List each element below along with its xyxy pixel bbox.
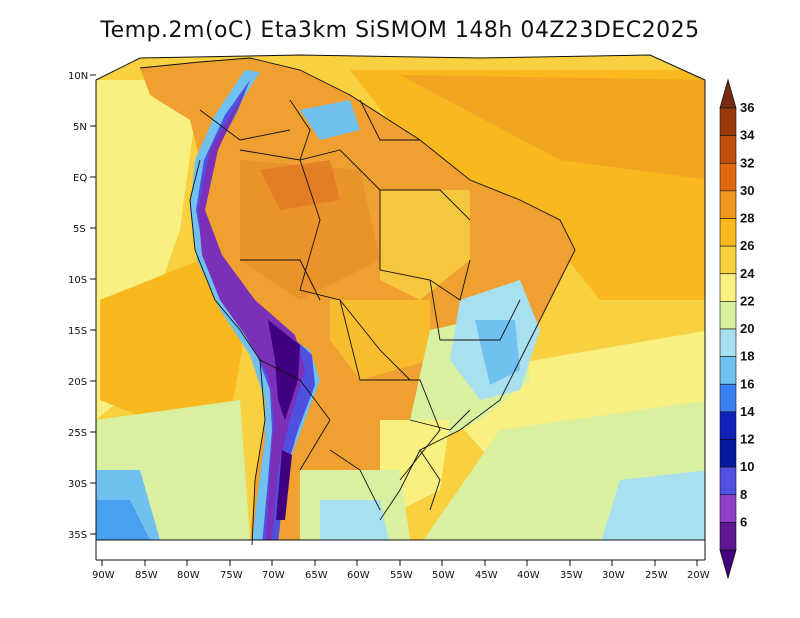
colorbar-min-triangle bbox=[719, 549, 737, 580]
lon-label: 65W bbox=[305, 570, 328, 581]
lon-label: 35W bbox=[560, 570, 583, 581]
lon-label: 40W bbox=[517, 570, 540, 581]
colorbar-swatch bbox=[719, 466, 737, 496]
colorbar-label: 6 bbox=[740, 514, 747, 529]
colorbar-swatch bbox=[719, 301, 737, 330]
map-frame bbox=[95, 54, 706, 541]
colorbar-swatch bbox=[719, 162, 737, 192]
colorbar-swatch bbox=[719, 190, 737, 219]
latitude-axis: 10N 5N EQ 5S 10S 15S 20S 25S 30S 35S bbox=[68, 71, 96, 541]
colorbar-swatch bbox=[719, 383, 737, 413]
colorbar: 36 34 32 30 28 26 24 22 20 18 16 14 12 10 8 6 bbox=[719, 78, 755, 580]
colorbar-swatch bbox=[719, 245, 737, 275]
colorbar-label: 12 bbox=[740, 432, 754, 447]
colorbar-label: 20 bbox=[740, 321, 754, 336]
temperature-field bbox=[96, 55, 705, 540]
colorbar-swatch bbox=[719, 522, 737, 551]
colorbar-label: 14 bbox=[740, 404, 755, 419]
colorbar-label: 30 bbox=[740, 183, 754, 198]
lat-label: 10N bbox=[68, 71, 88, 82]
lat-label: 20S bbox=[68, 377, 87, 388]
colorbar-label: 8 bbox=[740, 487, 747, 502]
lat-label: 30S bbox=[68, 479, 87, 490]
colorbar-label: 28 bbox=[740, 211, 754, 226]
lat-label: 10S bbox=[68, 275, 87, 286]
lon-label: 90W bbox=[92, 570, 115, 581]
lat-label: 25S bbox=[68, 428, 87, 439]
colorbar-swatch bbox=[719, 273, 737, 302]
colorbar-swatch bbox=[719, 218, 737, 247]
colorbar-label: 10 bbox=[740, 459, 754, 474]
lon-label: 30W bbox=[602, 570, 625, 581]
lon-label: 60W bbox=[347, 570, 370, 581]
lon-label: 55W bbox=[390, 570, 413, 581]
colorbar-label: 18 bbox=[740, 349, 754, 364]
colorbar-swatch bbox=[719, 107, 737, 136]
colorbar-swatch bbox=[719, 439, 737, 468]
lon-label: 45W bbox=[475, 570, 498, 581]
colorbar-swatch bbox=[719, 411, 737, 440]
colorbar-max-triangle bbox=[719, 78, 737, 109]
colorbar-swatch bbox=[719, 135, 737, 164]
lon-label: 70W bbox=[262, 570, 285, 581]
colorbar-label: 22 bbox=[740, 293, 754, 308]
country-borders bbox=[139, 57, 576, 546]
colorbar-label: 34 bbox=[740, 128, 755, 143]
map-title: Temp.2m(oC) Eta3km SiSMOM 148h 04Z23DEC2… bbox=[100, 18, 700, 43]
lat-label: 35S bbox=[68, 530, 87, 541]
colorbar-swatch bbox=[719, 356, 737, 385]
lon-label: 20W bbox=[687, 570, 710, 581]
lat-label: 15S bbox=[68, 326, 87, 337]
longitude-axis: 90W 85W 80W 75W 70W 65W 60W 55W 50W 45W … bbox=[92, 560, 710, 581]
lat-label: 5S bbox=[73, 224, 86, 235]
lon-label: 50W bbox=[432, 570, 455, 581]
colorbar-label: 36 bbox=[740, 100, 754, 115]
colorbar-label: 32 bbox=[740, 155, 754, 170]
lon-label: 75W bbox=[220, 570, 243, 581]
lat-label: 5N bbox=[73, 122, 87, 133]
colorbar-label: 24 bbox=[740, 266, 755, 281]
lon-label: 25W bbox=[645, 570, 668, 581]
lat-label: EQ bbox=[73, 173, 87, 184]
colorbar-swatch bbox=[719, 328, 737, 357]
colorbar-swatch bbox=[719, 494, 737, 523]
lon-label: 85W bbox=[135, 570, 158, 581]
lon-label: 80W bbox=[177, 570, 200, 581]
colorbar-label: 16 bbox=[740, 376, 754, 391]
colorbar-label: 26 bbox=[740, 238, 754, 253]
